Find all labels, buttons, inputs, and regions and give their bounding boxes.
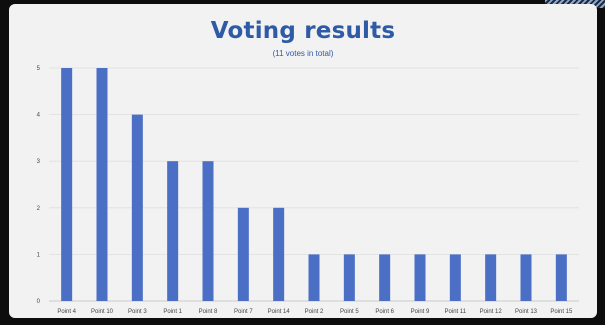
bar-point-12	[485, 254, 497, 301]
bar-point-10	[96, 68, 108, 301]
x-tick-label: Point 8	[199, 309, 218, 315]
x-tick-label: Point 1	[163, 309, 182, 315]
bar-chart: 0 1 2 3 4 5 Point 4 Point 10 Point 3 Point 1 Point…	[37, 66, 579, 315]
chart-card: Voting results (11 votes in total) 0 1 2 3 4…	[9, 4, 597, 318]
bar-point-11	[449, 254, 461, 301]
bar-point-14	[273, 207, 285, 301]
bar-point-6	[379, 254, 391, 301]
x-tick-label: Point 11	[445, 309, 467, 315]
x-tick-label: Point 3	[128, 309, 147, 315]
x-tick-label: Point 6	[375, 309, 394, 315]
y-tick-label: 0	[37, 299, 41, 305]
bar-point-5	[343, 254, 355, 301]
y-tick-label: 4	[37, 113, 41, 119]
bar-point-7	[237, 207, 249, 301]
x-tick-label: Point 15	[550, 309, 573, 315]
x-tick-label: Point 4	[57, 309, 76, 315]
bar-point-9	[414, 254, 426, 301]
y-tick-label: 3	[37, 159, 41, 165]
x-tick-label: Point 5	[340, 309, 359, 315]
chart-subtitle: (11 votes in total)	[272, 49, 334, 58]
y-tick-label: 1	[37, 252, 41, 258]
bar-point-15	[555, 254, 567, 301]
x-tick-label: Point 9	[411, 309, 430, 315]
bar-point-2	[308, 254, 320, 301]
axis-labels: 0 1 2 3 4 5 Point 4 Point 10 Point 3 Point 1 Point…	[37, 66, 573, 315]
x-tick-label: Point 14	[268, 309, 291, 315]
x-tick-label: Point 7	[234, 309, 253, 315]
bar-point-13	[520, 254, 532, 301]
bar-point-8	[202, 161, 214, 301]
bar-point-3	[131, 114, 143, 301]
y-tick-label: 5	[37, 66, 41, 72]
bars	[61, 68, 567, 301]
x-tick-label: Point 10	[91, 309, 114, 315]
bar-point-4	[61, 68, 73, 301]
y-tick-label: 2	[37, 206, 41, 212]
x-tick-label: Point 12	[480, 309, 503, 315]
bar-point-1	[167, 161, 179, 301]
x-tick-label: Point 2	[305, 309, 324, 315]
x-tick-label: Point 13	[515, 309, 538, 315]
chart-title: Voting results	[210, 18, 396, 44]
